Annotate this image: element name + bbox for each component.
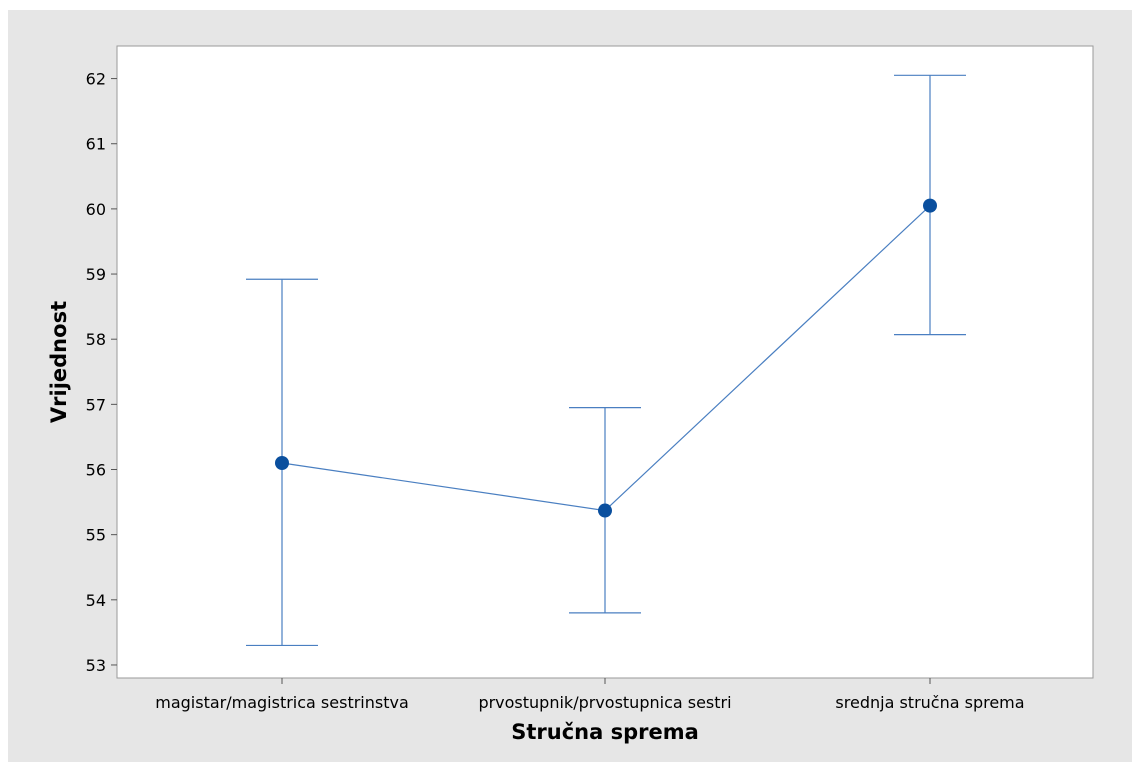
y-tick-label: 58 — [86, 330, 106, 349]
y-tick-label: 56 — [86, 461, 106, 480]
mean-point — [275, 455, 289, 470]
mean-series — [246, 74, 966, 647]
y-tick-label: 53 — [86, 656, 106, 675]
y-tick-label: 61 — [86, 135, 106, 154]
y-tick-label: 54 — [86, 591, 106, 610]
y-tick-label: 57 — [86, 395, 106, 414]
y-tick-label: 59 — [86, 265, 106, 284]
y-axis: 53 54 55 56 57 58 59 60 61 62 — [86, 70, 117, 675]
x-tick-label: srednja stručna sprema — [835, 693, 1024, 712]
x-tick-label: magistar/magistrica sestrinstva — [155, 693, 409, 712]
y-tick-label: 60 — [86, 200, 106, 219]
y-axis-title: Vrijednost — [47, 301, 71, 423]
x-tick-label: prvostupnik/prvostupnica sestri — [478, 693, 731, 712]
mean-point — [923, 198, 937, 213]
x-axis-title: Stručna sprema — [511, 720, 699, 744]
y-tick-label: 62 — [86, 70, 106, 89]
mean-point — [598, 503, 612, 518]
x-axis: magistar/magistrica sestrinstva prvostupn… — [155, 678, 1025, 712]
y-tick-label: 55 — [86, 526, 106, 545]
